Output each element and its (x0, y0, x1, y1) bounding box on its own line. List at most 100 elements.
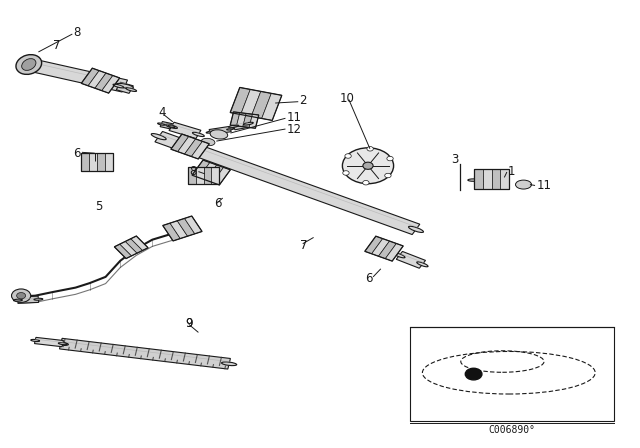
Bar (372, 239, 390, 256)
Text: 3: 3 (451, 152, 458, 166)
Bar (199, 163, 217, 180)
Bar (378, 241, 396, 258)
Polygon shape (232, 120, 250, 130)
Text: C006890°: C006890° (488, 425, 536, 435)
Ellipse shape (417, 262, 428, 267)
Bar (184, 139, 202, 156)
Polygon shape (396, 251, 426, 268)
Ellipse shape (22, 59, 36, 70)
Ellipse shape (408, 226, 424, 233)
Polygon shape (60, 338, 230, 369)
Ellipse shape (157, 123, 165, 125)
Ellipse shape (367, 146, 373, 151)
Polygon shape (28, 59, 127, 92)
Ellipse shape (394, 253, 405, 258)
Bar (365, 236, 403, 261)
Bar (474, 169, 483, 189)
Polygon shape (160, 121, 173, 129)
Text: 6: 6 (214, 197, 222, 211)
Ellipse shape (126, 88, 136, 91)
Bar (184, 216, 202, 234)
Bar (492, 169, 500, 189)
Text: 10: 10 (339, 92, 354, 105)
Text: 9: 9 (186, 317, 193, 330)
Bar (120, 241, 137, 256)
Ellipse shape (201, 138, 215, 146)
Ellipse shape (343, 171, 349, 175)
Bar (237, 112, 246, 127)
Text: 2: 2 (300, 94, 307, 108)
Bar (171, 134, 209, 159)
Bar (483, 169, 492, 189)
Bar (81, 68, 120, 93)
Bar (192, 160, 230, 185)
Bar (97, 153, 105, 171)
Bar (196, 167, 204, 184)
Bar (474, 169, 509, 189)
Ellipse shape (221, 362, 237, 366)
Ellipse shape (166, 124, 177, 129)
Bar (171, 134, 189, 151)
Ellipse shape (243, 122, 253, 125)
Bar (243, 113, 252, 128)
Text: 12: 12 (287, 123, 301, 137)
Polygon shape (169, 122, 201, 138)
Text: 4: 4 (158, 106, 166, 120)
Bar (90, 153, 97, 171)
Text: 6: 6 (365, 272, 372, 285)
Ellipse shape (228, 125, 239, 128)
Bar (251, 91, 271, 118)
Ellipse shape (22, 62, 39, 68)
Bar (230, 87, 250, 115)
Bar (191, 142, 209, 159)
Circle shape (363, 162, 373, 169)
Bar (95, 73, 113, 90)
Ellipse shape (479, 179, 491, 181)
Text: 11: 11 (536, 179, 551, 193)
Ellipse shape (53, 342, 68, 345)
Bar (81, 153, 113, 171)
Polygon shape (35, 337, 63, 347)
Text: 11: 11 (287, 111, 301, 124)
Circle shape (17, 293, 26, 299)
Ellipse shape (516, 180, 531, 189)
Bar (385, 244, 403, 261)
Ellipse shape (58, 343, 67, 345)
Polygon shape (155, 131, 420, 235)
Bar (365, 236, 383, 254)
Bar (131, 236, 148, 250)
Text: 1: 1 (508, 164, 515, 178)
Circle shape (465, 368, 482, 380)
Bar (249, 114, 259, 128)
Ellipse shape (227, 128, 234, 130)
Ellipse shape (387, 156, 393, 161)
Bar (102, 76, 120, 93)
Bar (115, 236, 148, 258)
Bar (81, 153, 90, 171)
Ellipse shape (113, 84, 124, 88)
Ellipse shape (206, 131, 214, 133)
Ellipse shape (16, 55, 42, 74)
Ellipse shape (151, 134, 166, 140)
Bar (230, 112, 259, 128)
Bar (211, 167, 219, 184)
Ellipse shape (345, 154, 351, 158)
Text: 8: 8 (189, 164, 197, 178)
Bar (204, 167, 211, 184)
Ellipse shape (168, 125, 175, 127)
Bar (163, 216, 202, 241)
Ellipse shape (31, 340, 40, 341)
Ellipse shape (13, 299, 22, 301)
Text: 7: 7 (300, 239, 307, 252)
Circle shape (12, 289, 31, 302)
Bar (88, 71, 106, 88)
Text: 7: 7 (53, 39, 61, 52)
Text: 9: 9 (186, 317, 193, 330)
Bar (81, 68, 99, 86)
Ellipse shape (116, 83, 133, 89)
Text: 6: 6 (74, 146, 81, 160)
Polygon shape (18, 296, 38, 303)
Bar (125, 239, 143, 253)
Bar (115, 244, 132, 258)
Bar (105, 153, 113, 171)
